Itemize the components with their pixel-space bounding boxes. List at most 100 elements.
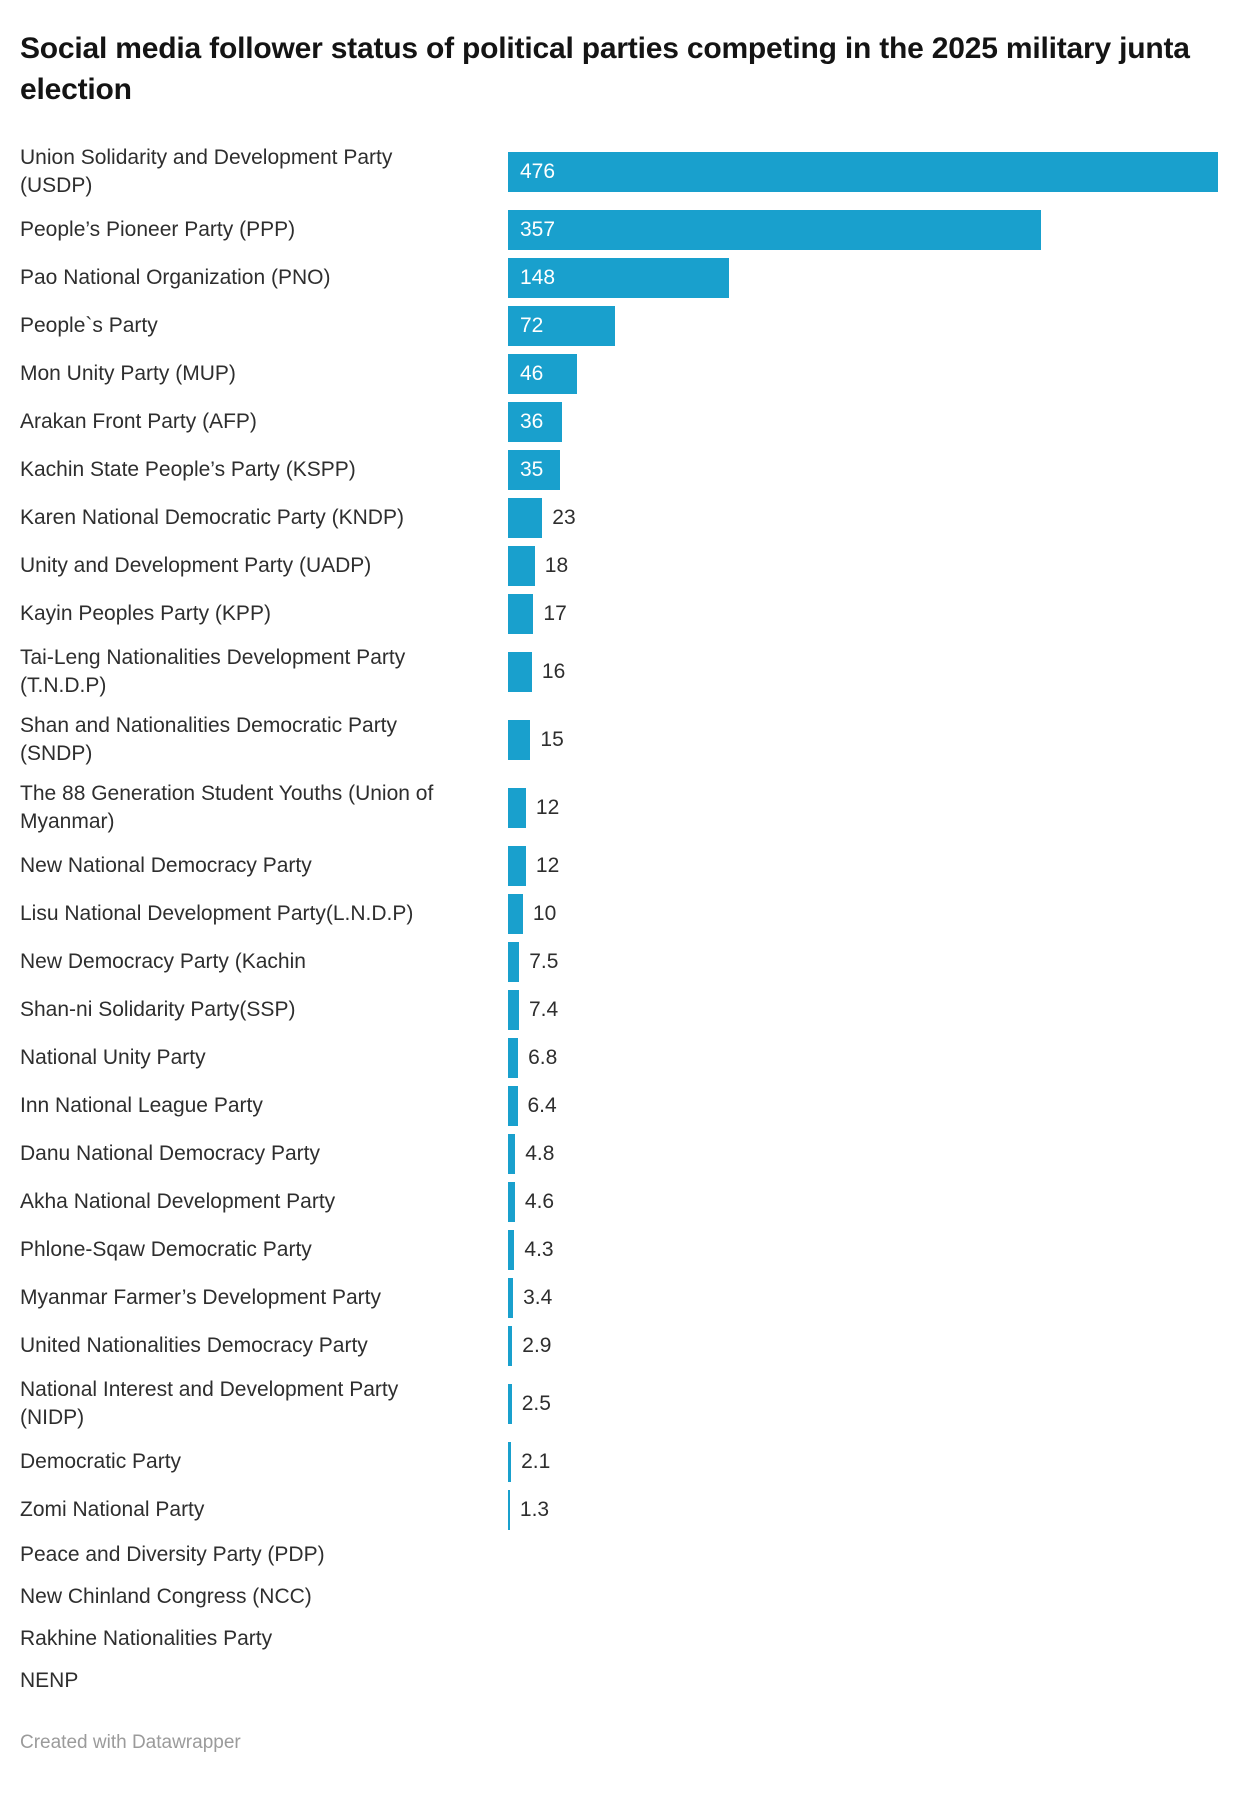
bar-area: 6.8 [508,1038,1220,1078]
bar [508,1182,515,1222]
bar-area [508,1661,1220,1701]
bar-area: 4.8 [508,1134,1220,1174]
chart-footer: Created with Datawrapper [20,1732,1220,1754]
bar [508,894,523,934]
category-label: Danu National Democracy Party [20,1142,320,1165]
category-label: Shan-ni Solidarity Party(SSP) [20,998,296,1021]
bar-area: 7.5 [508,942,1220,982]
bar-area: 46 [508,354,1220,394]
value-label: 35 [520,458,544,481]
bar-area: 10 [508,894,1220,934]
chart-row: New National Democracy Party 12 [20,842,1220,890]
chart-row: Myanmar Farmer’s Development Party 3.4 [20,1274,1220,1322]
bar-area: 476 [508,152,1220,192]
category-label: Kachin State People’s Party (KSPP) [20,458,356,481]
chart-row: Pao National Organization (PNO) 148 [20,254,1220,302]
value-label: 4.3 [524,1238,554,1261]
value-label: 23 [552,506,576,529]
category-label: Kayin Peoples Party (KPP) [20,602,271,625]
bar: 72 [508,306,616,346]
value-label: 2.5 [521,1392,551,1415]
bar-area: 2.1 [508,1442,1220,1482]
category-label: National Unity Party [20,1046,206,1069]
category-label: The 88 Generation Student Youths (Union … [20,782,434,833]
category-label: Phlone-Sqaw Democratic Party [20,1238,312,1261]
category-label: People’s Pioneer Party (PPP) [20,218,296,241]
bar-area: 3.4 [508,1278,1220,1318]
value-label: 16 [541,660,566,683]
chart-row: Mon Unity Party (MUP) 46 [20,350,1220,398]
value-label: 18 [544,554,569,577]
chart-row: Democratic Party 2.1 [20,1438,1220,1486]
value-label: 7.4 [529,998,559,1021]
chart-row: Akha National Development Party 4.6 [20,1178,1220,1226]
category-label: Democratic Party [20,1450,182,1473]
bar [508,1134,516,1174]
bar-area: 357 [508,210,1220,250]
bar [508,1278,514,1318]
value-label: 476 [520,160,556,183]
bar-area: 12 [508,788,1220,828]
bar-area: 6.4 [508,1086,1220,1126]
value-label: 4.8 [525,1142,555,1165]
value-label: 6.4 [527,1094,557,1117]
value-label: 15 [540,728,564,751]
bar [508,546,535,586]
bar-area: 36 [508,402,1220,442]
bar [508,652,532,692]
chart-row: New Chinland Congress (NCC) [20,1576,1220,1618]
bar [508,594,534,634]
category-label: Inn National League Party [20,1094,263,1117]
category-label: United Nationalities Democracy Party [20,1334,368,1357]
chart-row: Union Solidarity and Development Party (… [20,138,1220,206]
chart-row: People`s Party 72 [20,302,1220,350]
chart-row: People’s Pioneer Party (PPP) 357 [20,206,1220,254]
value-label: 7.5 [529,950,559,973]
category-label: Zomi National Party [20,1498,205,1521]
bar-area: 12 [508,846,1220,886]
bar-area: 4.6 [508,1182,1220,1222]
chart-row: Tai-Leng Nationalities Development Party… [20,638,1220,706]
value-label: 357 [520,218,556,241]
bar [508,1086,518,1126]
category-label: Union Solidarity and Development Party (… [20,146,393,197]
chart-row: Shan-ni Solidarity Party(SSP) 7.4 [20,986,1220,1034]
chart-title: Social media follower status of politica… [20,32,1190,106]
chart-row: Rakhine Nationalities Party [20,1618,1220,1660]
chart-row: Kayin Peoples Party (KPP) 17 [20,590,1220,638]
bar-area: 7.4 [508,990,1220,1030]
chart-row: Arakan Front Party (AFP) 36 [20,398,1220,446]
bar: 46 [508,354,577,394]
category-label: Karen National Democratic Party (KNDP) [20,506,404,529]
chart-row: National Unity Party 6.8 [20,1034,1220,1082]
category-label: Arakan Front Party (AFP) [20,410,257,433]
value-label: 10 [532,902,557,925]
bar: 35 [508,450,561,490]
category-label: Lisu National Development Party(L.N.D.P) [20,902,414,925]
chart-row: The 88 Generation Student Youths (Union … [20,774,1220,842]
bar [508,990,519,1030]
value-label: 36 [520,410,544,433]
category-label: New Chinland Congress (NCC) [20,1585,312,1608]
bar [508,720,531,760]
category-label: Peace and Diversity Party (PDP) [20,1543,325,1566]
category-label: National Interest and Development Party … [20,1378,399,1429]
bar [508,846,526,886]
bar [508,1326,513,1366]
chart-row: United Nationalities Democracy Party 2.9 [20,1322,1220,1370]
chart-row: Peace and Diversity Party (PDP) [20,1534,1220,1576]
bar: 36 [508,402,562,442]
bar-area: 18 [508,546,1220,586]
chart-row: Zomi National Party 1.3 [20,1486,1220,1534]
bar [508,1442,512,1482]
category-label: Rakhine Nationalities Party [20,1627,273,1650]
chart-row: Inn National League Party 6.4 [20,1082,1220,1130]
bar-area [508,1535,1220,1575]
bar-area: 1.3 [508,1490,1220,1530]
value-label: 1.3 [519,1498,550,1521]
category-label: Unity and Development Party (UADP) [20,554,372,577]
value-label: 6.8 [528,1046,558,1069]
value-label: 2.1 [521,1450,551,1473]
